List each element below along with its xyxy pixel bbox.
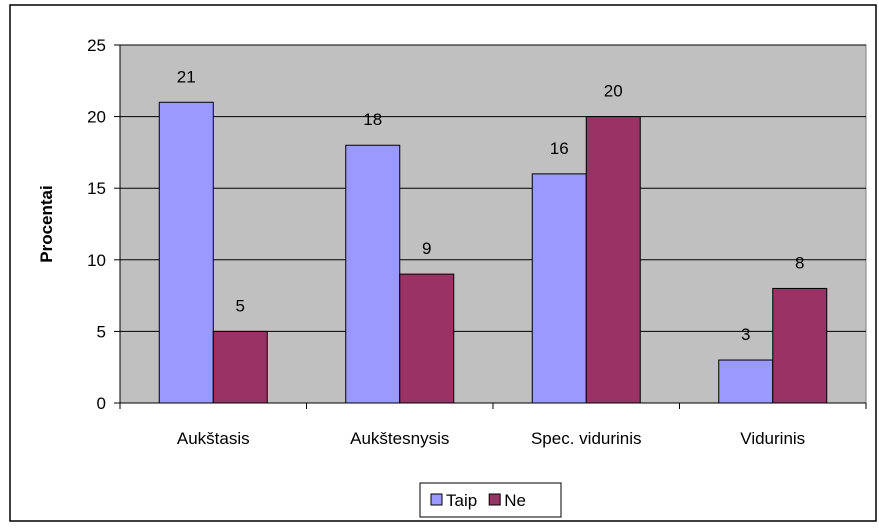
bar	[399, 273, 455, 404]
data-label: 9	[422, 239, 431, 258]
bar	[718, 359, 774, 404]
x-tick-label: Aukštesnysis	[350, 429, 449, 448]
bar	[772, 287, 828, 404]
y-tick-label: 25	[87, 36, 106, 55]
y-tick-label: 20	[87, 108, 106, 127]
x-tick-label: Vidurinis	[740, 429, 805, 448]
bar	[585, 116, 641, 404]
y-tick-label: 15	[87, 179, 106, 198]
data-label: 8	[795, 253, 804, 272]
data-label: 3	[741, 325, 750, 344]
x-tick-label: Aukštasis	[177, 429, 250, 448]
legend-swatch	[488, 493, 501, 506]
bar	[345, 144, 401, 404]
legend-swatch	[430, 493, 443, 506]
bar	[212, 330, 268, 404]
y-tick-label: 5	[97, 322, 106, 341]
y-tick-label: 0	[97, 394, 106, 413]
y-axis-label: Procentai	[37, 185, 56, 262]
data-label: 21	[177, 67, 196, 86]
data-label: 18	[363, 110, 382, 129]
legend-label: Taip	[446, 491, 477, 510]
data-label: 16	[550, 139, 569, 158]
legend-label: Ne	[504, 491, 526, 510]
data-label: 20	[604, 82, 623, 101]
x-tick-label: Spec. vidurinis	[531, 429, 642, 448]
bar	[158, 101, 214, 404]
bar	[531, 173, 587, 404]
data-label: 5	[236, 296, 245, 315]
y-tick-label: 10	[87, 251, 106, 270]
